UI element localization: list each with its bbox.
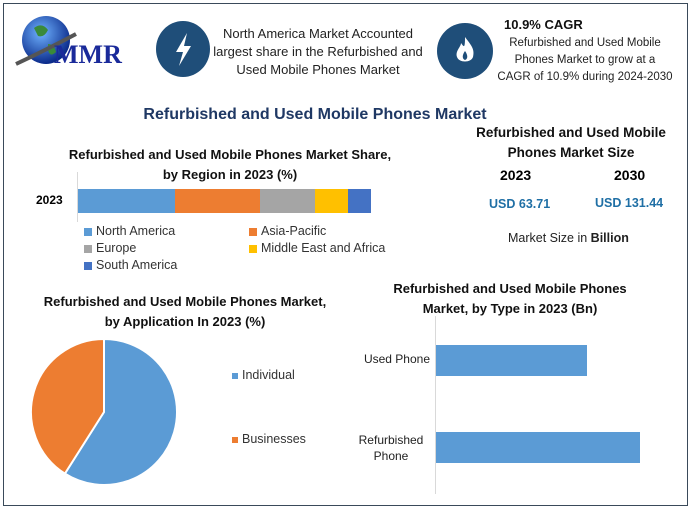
type-axis <box>435 316 436 494</box>
region-category-label: 2023 <box>36 193 63 207</box>
market-size-year-2023: 2023 <box>500 167 532 183</box>
cagr-text: Refurbished and Used Mobile Phones Marke… <box>497 37 673 83</box>
legend-label: Asia-Pacific <box>261 224 327 238</box>
region-segment-europe <box>259 189 316 213</box>
market-size-title: Refurbished and Used Mobile Phones Marke… <box>476 125 666 160</box>
legend-swatch <box>84 261 92 270</box>
region-chart-title: Refurbished and Used Mobile Phones Marke… <box>68 147 392 182</box>
border-frame <box>3 3 688 506</box>
legend-swatch <box>249 244 257 253</box>
legend-item: Europe <box>84 241 249 255</box>
region-segment-asia-pacific <box>174 189 260 213</box>
region-segment-south-america <box>347 189 371 213</box>
region-segment-north-america <box>78 189 175 213</box>
legend-swatch <box>84 227 92 236</box>
application-chart-title: Refurbished and Used Mobile Phones Marke… <box>43 294 327 329</box>
application-pie <box>30 337 178 486</box>
legend-label: North America <box>96 224 176 238</box>
market-size-year-2030: 2030 <box>614 167 646 183</box>
legend-businesses: Businesses <box>232 432 306 446</box>
type-label-refurbished: Refurbished Phone <box>358 433 424 463</box>
fact-north-america: North America Market Accounted largest s… <box>213 26 423 77</box>
region-stacked-bar <box>78 189 371 213</box>
legend-label: South America <box>96 258 178 272</box>
legend-label: Europe <box>96 241 137 255</box>
cagr-title: 10.9% CAGR <box>504 17 583 32</box>
main-title: Refurbished and Used Mobile Phones Marke… <box>143 106 487 123</box>
region-axis <box>77 172 78 222</box>
type-bar-used-phone <box>436 345 588 376</box>
legend-item: South America <box>84 258 249 272</box>
legend-item: Asia-Pacific <box>249 224 414 238</box>
type-label-used: Used Phone <box>363 352 430 366</box>
pie-slice-individual <box>63 337 178 486</box>
legend-swatch <box>232 436 238 443</box>
market-size-value-2023: USD 63.71 <box>489 197 551 211</box>
market-size-value-2030: USD 131.44 <box>595 196 664 210</box>
region-legend: North America Asia-Pacific Europe Middle Ea… <box>84 224 404 272</box>
legend-swatch <box>84 244 92 253</box>
legend-item: North America <box>84 224 249 238</box>
pie-slice-businesses <box>30 337 105 476</box>
mmr-logo: MMR <box>12 10 122 80</box>
legend-item: Middle East and Africa <box>249 241 414 255</box>
region-segment-middle-east-and-africa <box>315 189 348 213</box>
flame-icon <box>437 23 493 79</box>
legend-swatch <box>232 372 238 379</box>
market-size-note: Market Size in Billion <box>508 231 629 245</box>
type-bar-refurbished-phone <box>436 432 641 463</box>
lightning-icon <box>156 21 210 77</box>
type-chart-title: Refurbished and Used Mobile Phones Marke… <box>393 281 627 316</box>
legend-label: Middle East and Africa <box>261 241 386 255</box>
legend-individual: Individual <box>232 368 295 382</box>
legend-swatch <box>249 227 257 236</box>
globe-icon <box>15 16 77 66</box>
